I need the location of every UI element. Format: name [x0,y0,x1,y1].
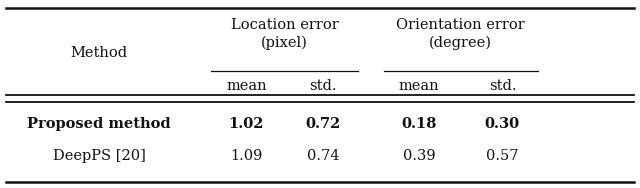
Text: 0.74: 0.74 [307,149,339,163]
Text: Location error
(pixel): Location error (pixel) [231,18,339,50]
Text: std.: std. [310,79,337,92]
Text: Orientation error
(degree): Orientation error (degree) [396,18,525,50]
Text: 1.02: 1.02 [228,117,264,131]
Text: 0.39: 0.39 [403,149,435,163]
Text: mean: mean [226,79,267,92]
Text: 0.72: 0.72 [305,117,341,131]
Text: 0.30: 0.30 [485,117,520,131]
Text: 0.57: 0.57 [486,149,518,163]
Text: 0.18: 0.18 [401,117,437,131]
Text: DeepPS [20]: DeepPS [20] [52,149,146,163]
Text: Proposed method: Proposed method [28,117,171,131]
Text: Method: Method [70,46,128,60]
Text: 1.09: 1.09 [230,149,262,163]
Text: mean: mean [399,79,440,92]
Text: std.: std. [489,79,516,92]
